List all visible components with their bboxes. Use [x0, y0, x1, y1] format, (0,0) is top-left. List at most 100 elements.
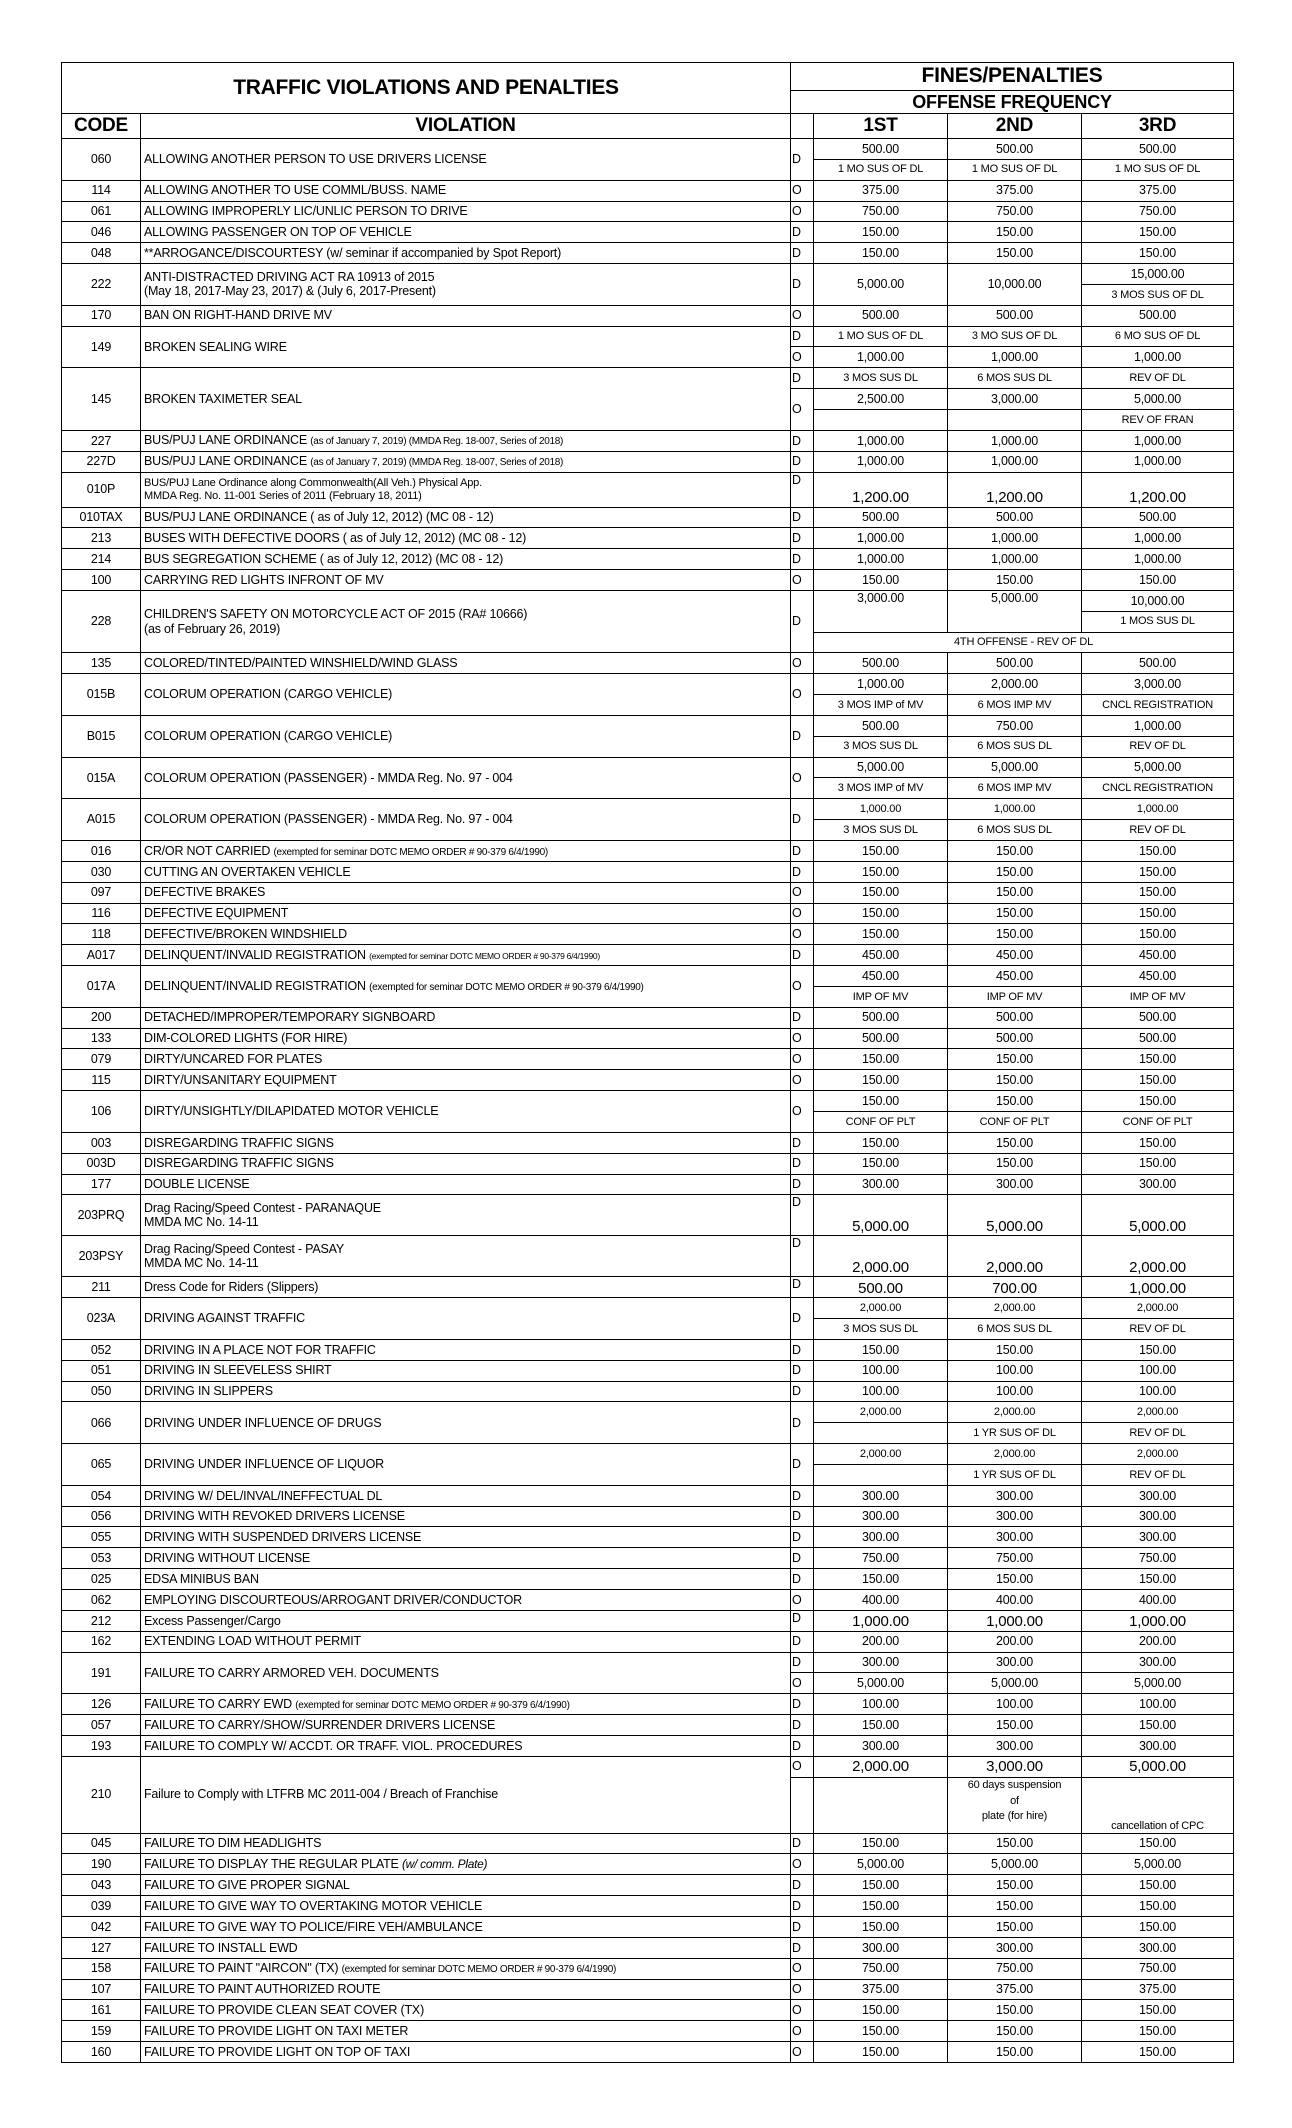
offender-type: O: [790, 1978, 815, 2001]
column-header-2nd: 2ND: [947, 113, 1083, 139]
violation-code: 052: [61, 1338, 141, 1361]
penalty-3rd: 750.00: [1081, 200, 1235, 223]
violation-text: Failure to Comply with LTFRB MC 2011-004…: [144, 1787, 498, 1802]
table-row: 149 BROKEN SEALING WIRE D 1 MO SUS OF DL 3 M…: [61, 325, 1235, 369]
violation-text: DIRTY/UNSANITARY EQUIPMENT: [144, 1073, 337, 1088]
violation-text: DRIVING W/ DEL/INVAL/INEFFECTUAL DL: [144, 1488, 383, 1503]
violation-description: DOUBLE LICENSE: [139, 1173, 792, 1196]
violation-code: 203PSY: [61, 1235, 141, 1278]
violation-description: ALLOWING IMPROPERLY LIC/UNLIC PERSON TO …: [139, 200, 792, 223]
violation-text: Drag Racing/Speed Contest - PARANAQUE MM…: [144, 1200, 381, 1230]
offender-type: D: [790, 1936, 815, 1959]
violation-note: (as of January 7, 2019) (MMDA Reg. 18-00…: [310, 457, 564, 469]
penalty-1st: 1,000.00: [813, 798, 949, 821]
offender-type: O: [790, 1999, 815, 2022]
violation-description: FAILURE TO CARRY ARMORED VEH. DOCUMENTS: [139, 1651, 792, 1695]
penalty-2nd: 400.00: [947, 1589, 1083, 1611]
penalty-3rd: 375.00: [1081, 1978, 1235, 2001]
violation-text: CUTTING AN OVERTAKEN VEHICLE: [144, 864, 351, 879]
violation-code: 100: [61, 569, 141, 591]
violation-text: DRIVING WITHOUT LICENSE: [144, 1551, 311, 1566]
violation-description: FAILURE TO INSTALL EWD: [139, 1936, 792, 1959]
penalty-1st: 5,000.00: [813, 1194, 949, 1237]
penalty-3rd: 1,000.00: [1081, 346, 1235, 369]
violation-text: ALLOWING IMPROPERLY LIC/UNLIC PERSON TO …: [144, 204, 468, 219]
penalty-3rd: 500.00: [1081, 1006, 1235, 1029]
violation-note: (exempted for seminar DOTC MEMO ORDER # …: [369, 950, 600, 961]
violation-text: Excess Passenger/Cargo: [144, 1613, 281, 1628]
penalty-1st: 1 MO SUS OF DL: [813, 158, 949, 181]
violation-text: DISREGARDING TRAFFIC SIGNS: [144, 1156, 334, 1171]
violation-text: BUS/PUJ LANE ORDINANCE ( as of July 12, …: [144, 510, 494, 525]
violation-description: DELINQUENT/INVALID REGISTRATION (exempte…: [139, 965, 792, 1008]
penalty-2nd: 60 days suspension of plate (for hire): [947, 1776, 1083, 1834]
penalty-3rd: 300.00: [1081, 1484, 1235, 1507]
violation-code: 190: [61, 1853, 141, 1876]
penalty-3rd: 100.00: [1081, 1693, 1235, 1716]
penalty-2nd: 100.00: [947, 1380, 1083, 1403]
offender-type: O: [790, 388, 815, 431]
table-row: 160 FAILURE TO PROVIDE LIGHT ON TOP OF TA…: [61, 2041, 1235, 2063]
column-header-3rd: 3RD: [1081, 113, 1235, 139]
penalty-1st: 500.00: [813, 138, 949, 160]
penalty-2nd: 500.00: [947, 138, 1083, 160]
violation-note: (w/ comm. Plate): [401, 1856, 488, 1871]
offender-type: O: [790, 2041, 815, 2063]
penalty-2nd: 1,000.00: [947, 450, 1083, 473]
table-row: 056 DRIVING WITH REVOKED DRIVERS LICENSE D…: [61, 1505, 1235, 1528]
penalty-1st: 150.00: [813, 1915, 949, 1938]
penalty-3rd: 1,200.00: [1081, 471, 1235, 508]
penalty-2nd: 150.00: [947, 1131, 1083, 1154]
offender-type: D: [790, 1173, 815, 1196]
violation-code: 212: [61, 1609, 141, 1632]
violation-code: 023A: [61, 1297, 141, 1340]
table-row: O 5,000.00 5,000.00 5,000.00: [62, 1672, 1235, 1695]
penalty-1st: [813, 1463, 949, 1486]
violation-text: BUSES WITH DEFECTIVE DOORS ( as of July …: [144, 531, 527, 546]
violation-description: FAILURE TO DIM HEADLIGHTS: [139, 1832, 792, 1855]
penalty-3rd: 150.00: [1081, 1999, 1235, 2022]
table-row: 016 CR/OR NOT CARRIED (exempted for semin…: [61, 840, 1235, 862]
penalty-1st: 500.00: [813, 1027, 949, 1050]
violation-code: 161: [61, 1999, 141, 2022]
penalty-1st: 5,000.00: [813, 756, 949, 779]
penalty-1st: CONF OF PLT: [813, 1110, 949, 1133]
violation-text: FAILURE TO GIVE WAY TO OVERTAKING MOTOR …: [144, 1898, 483, 1913]
table-row: 3 MOS SUS DL 6 MOS SUS DL REV OF DL: [62, 819, 1235, 841]
violation-note: (exempted for seminar DOTC MEMO ORDER # …: [295, 1699, 570, 1711]
offender-type: D: [790, 450, 815, 473]
penalty-1st: 2,500.00: [813, 388, 949, 410]
penalty-3rd: 150.00: [1081, 1090, 1235, 1112]
violation-description: DETACHED/IMPROPER/TEMPORARY SIGNBOARD: [139, 1006, 792, 1029]
penalty-2nd: 6 MOS IMP MV: [947, 694, 1083, 716]
offender-type: D: [790, 1380, 815, 1403]
penalty-1st: 750.00: [813, 200, 949, 223]
penalty-2nd: 1,000.00: [947, 346, 1083, 369]
penalty-1st: 300.00: [813, 1651, 949, 1674]
violation-description: DIRTY/UNSANITARY EQUIPMENT: [139, 1069, 792, 1092]
violation-text: FAILURE TO PAINT "AIRCON" (TX): [144, 1961, 339, 1976]
penalty-2nd: 1 MO SUS OF DL: [947, 158, 1083, 181]
fines-penalties-heading: FINES/PENALTIES: [790, 62, 1235, 91]
table-row: 227 BUS/PUJ LANE ORDINANCE (as of January…: [61, 429, 1235, 452]
violation-code: 061: [61, 200, 141, 223]
fourth-offense-penalty: 4TH OFFENSE - REV OF DL: [813, 631, 1235, 654]
violation-description: FAILURE TO GIVE WAY TO OVERTAKING MOTOR …: [139, 1895, 792, 1917]
penalty-1st: 300.00: [813, 1936, 949, 1959]
table-row: 60 days suspension of plate (for hire) ca…: [62, 1776, 1235, 1834]
penalty-1st: 3 MOS SUS DL: [813, 1318, 949, 1340]
penalty-1st: 300.00: [813, 1526, 949, 1549]
penalty-1st: 300.00: [813, 1484, 949, 1507]
table-row: 126 FAILURE TO CARRY EWD (exempted for se…: [61, 1693, 1235, 1716]
penalty-2nd: 150.00: [947, 569, 1083, 591]
violation-code: 015B: [61, 673, 141, 716]
offender-type: D: [790, 1915, 815, 1938]
violation-note: (exempted for seminar DOTC MEMO ORDER # …: [341, 1964, 617, 1976]
violation-description: DRIVING UNDER INFLUENCE OF LIQUOR: [139, 1443, 792, 1486]
offender-type: D: [790, 1651, 815, 1674]
penalty-3rd: 750.00: [1081, 1957, 1235, 1980]
violation-code: 149: [61, 325, 141, 369]
offender-type: D: [790, 1832, 815, 1855]
violation-description: BROKEN TAXIMETER SEAL: [139, 367, 792, 431]
table-row: 060 ALLOWING ANOTHER PERSON TO USE DRIVER…: [61, 138, 1235, 181]
